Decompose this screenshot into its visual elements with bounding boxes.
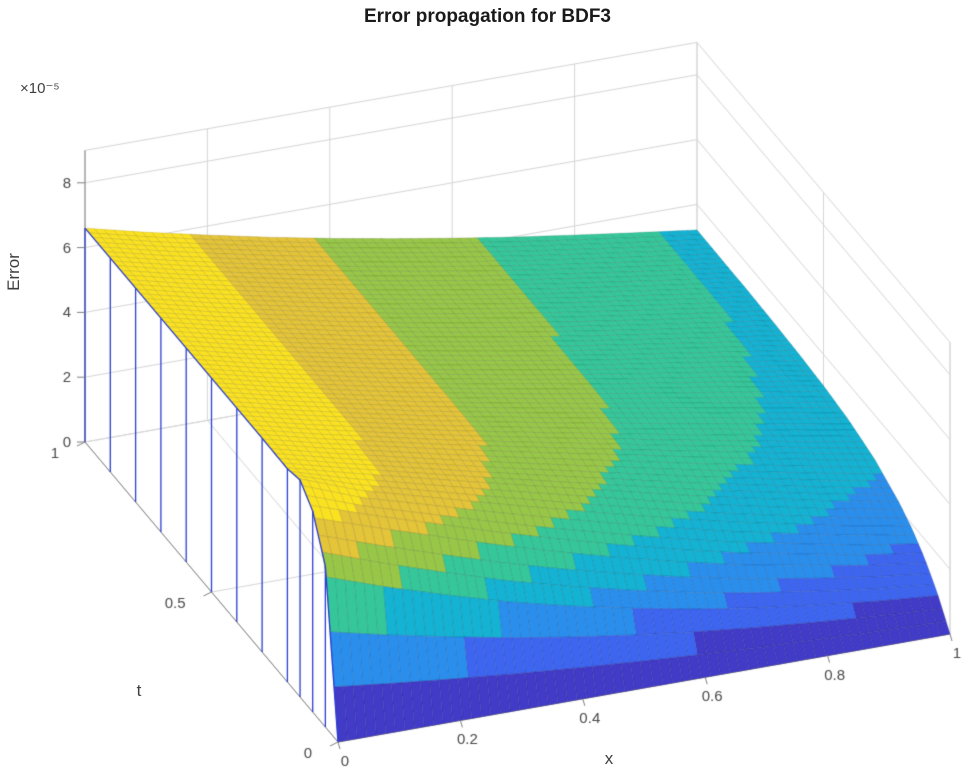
t-axis-label: t [136, 681, 142, 700]
z-axis-exponent-label: ×10⁻⁵ [20, 80, 60, 97]
x-axis-label: x [604, 749, 614, 768]
chart-title: Error propagation for BDF3 [363, 6, 611, 27]
z-axis-label: Error [4, 253, 23, 291]
